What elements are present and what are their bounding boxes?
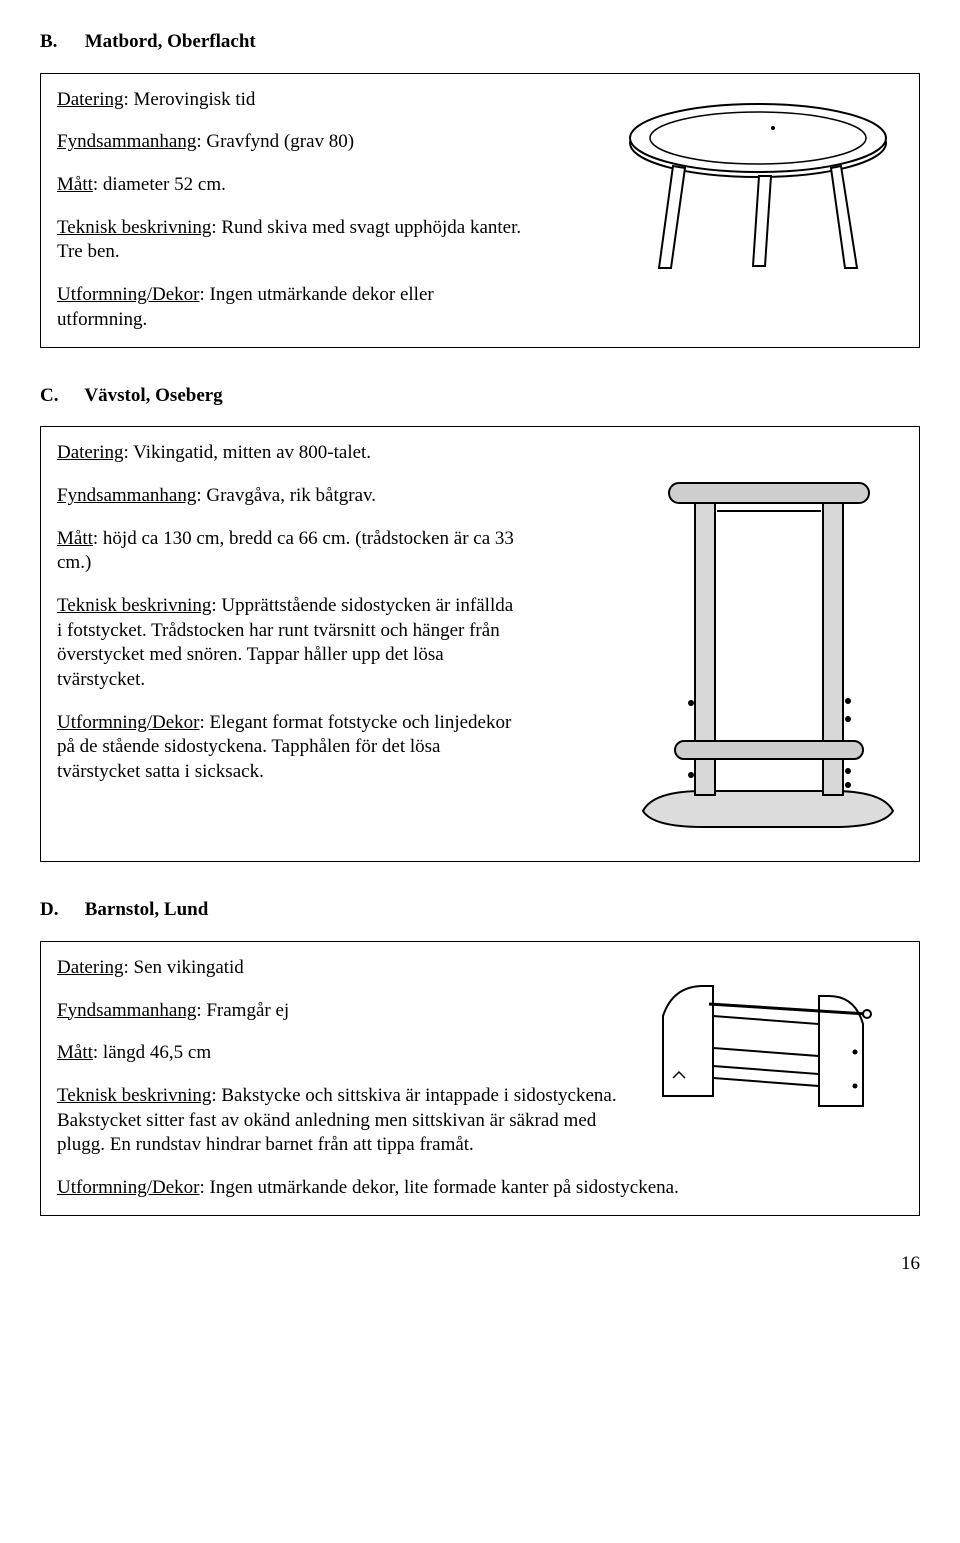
section-title: Vävstol, Oseberg	[84, 385, 222, 406]
c-tech: Teknisk beskrivning: Upprättstående sido…	[57, 594, 522, 693]
section-b-box: Datering: Merovingisk tid Fyndsammanhang…	[40, 73, 920, 348]
c-dating: Datering: Vikingatid, mitten av 800-tale…	[57, 441, 522, 466]
section-d-box: Datering: Sen vikingatid Fyndsammanhang:…	[40, 941, 920, 1216]
section-letter: C.	[40, 384, 80, 409]
b-decor: Utformning/Dekor: Ingen utmärkande dekor…	[57, 283, 522, 332]
b-tech: Teknisk beskrivning: Rund skiva med svag…	[57, 216, 522, 265]
section-b-heading: B. Matbord, Oberflacht	[40, 30, 920, 55]
section-letter: D.	[40, 898, 80, 923]
section-title: Matbord, Oberflacht	[85, 31, 256, 52]
section-title: Barnstol, Lund	[85, 899, 209, 920]
c-decor: Utformning/Dekor: Elegant format fotstyc…	[57, 711, 522, 785]
section-d-heading: D. Barnstol, Lund	[40, 898, 920, 923]
c-measure: Mått: höjd ca 130 cm, bredd ca 66 cm. (t…	[57, 527, 522, 576]
b-context: Fyndsammanhang: Gravfynd (grav 80)	[57, 130, 522, 155]
section-c-heading: C. Vävstol, Oseberg	[40, 384, 920, 409]
section-c-box: Datering: Vikingatid, mitten av 800-tale…	[40, 426, 920, 862]
loom-illustration	[633, 441, 903, 841]
table-illustration	[613, 88, 903, 278]
child-chair-illustration	[633, 956, 903, 1126]
b-measure: Mått: diameter 52 cm.	[57, 173, 522, 198]
page-number: 16	[40, 1252, 920, 1277]
d-decor: Utformning/Dekor: Ingen utmärkande dekor…	[57, 1176, 903, 1201]
section-letter: B.	[40, 30, 80, 55]
c-context: Fyndsammanhang: Gravgåva, rik båtgrav.	[57, 484, 522, 509]
b-dating: Datering: Merovingisk tid	[57, 88, 522, 113]
